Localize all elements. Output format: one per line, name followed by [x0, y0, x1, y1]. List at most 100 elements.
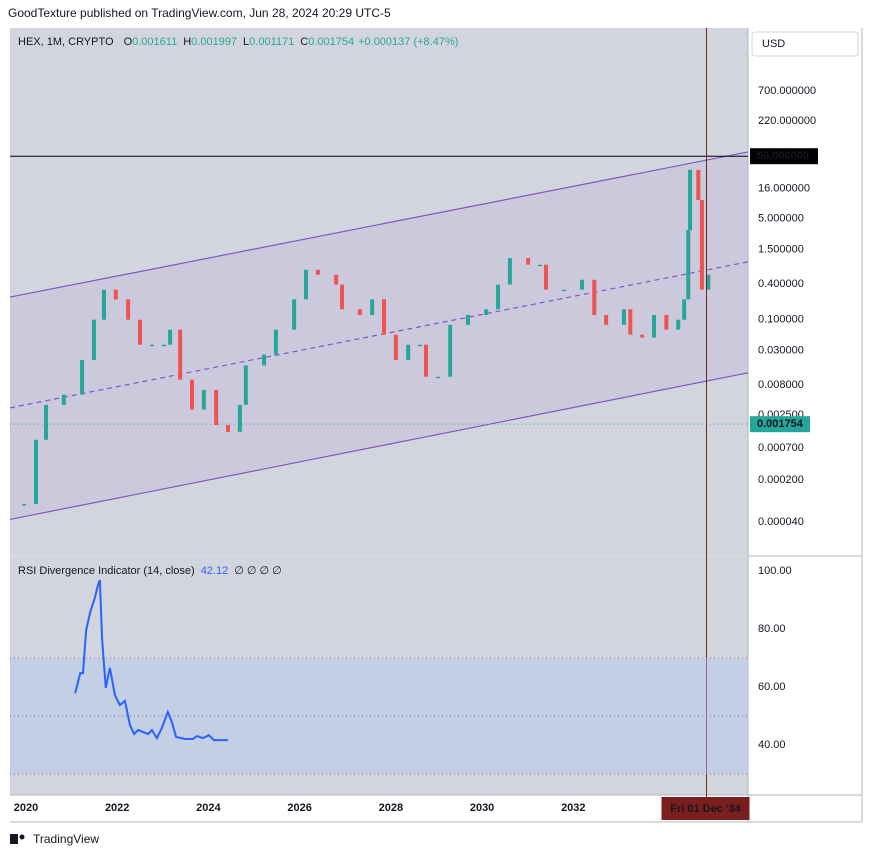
candle [126, 299, 131, 320]
candle [340, 284, 345, 310]
candle [640, 334, 645, 338]
channel-fill [10, 151, 748, 520]
ohlc-value: 0.001171 [249, 36, 294, 48]
candle [61, 394, 66, 405]
candle [44, 404, 49, 440]
crosshair-label: Fri 01 Dec '34 [670, 803, 741, 815]
last-price-label-bg [750, 416, 810, 433]
brand: TradingView [33, 832, 99, 846]
y-tick-label: 0.100000 [758, 314, 804, 326]
candle [292, 299, 297, 330]
candle [706, 274, 711, 290]
x-tick-label: 2020 [14, 802, 38, 814]
y-tick-label: 0.030000 [758, 345, 804, 357]
candle [406, 344, 411, 361]
candle [262, 354, 267, 366]
y-tick-label: 0.400000 [758, 278, 804, 290]
candle [273, 329, 278, 355]
ohlc-key: C [300, 36, 308, 48]
y-tick-label: 0.008000 [758, 379, 804, 391]
candle [382, 299, 387, 335]
candle [496, 284, 501, 310]
change: +0.000137 (+8.47%) [358, 36, 458, 48]
y-tick-label: 0.000700 [758, 442, 804, 454]
candle [562, 289, 567, 292]
y-tick-label: 220.000000 [758, 115, 816, 127]
ohlc-key: H [183, 36, 191, 48]
last-price-label: 0.001754 [757, 418, 804, 430]
x-tick-label: 2024 [196, 802, 221, 814]
candle [370, 299, 375, 316]
candle [696, 169, 701, 200]
channel-line [9, 372, 749, 521]
candle [162, 344, 167, 347]
candle [621, 309, 626, 325]
hline-label-bg [750, 148, 818, 165]
y-tick-label: 16.000000 [758, 182, 810, 194]
candle [149, 344, 154, 347]
candle [80, 360, 85, 395]
candle [526, 257, 531, 265]
publisher: GoodTexture published on TradingView.com… [8, 6, 391, 20]
candle [243, 365, 248, 405]
candle [168, 329, 173, 345]
y-tick-label: 60.00 [758, 681, 786, 693]
candle [137, 319, 142, 345]
candle [423, 344, 428, 377]
candle [189, 379, 194, 410]
candle [682, 299, 687, 320]
rsi-legend: RSI Divergence Indicator (14, close) 42.1… [18, 565, 282, 577]
candle [604, 315, 609, 325]
x-tick-label: 2026 [287, 802, 311, 814]
candle [393, 334, 398, 361]
candle [22, 503, 27, 506]
crosshair-label-bg [661, 797, 750, 820]
ohlc-value: 0.001997 [191, 36, 237, 48]
y-tick-label: 100.00 [758, 565, 792, 577]
rsi-extra: ∅ ∅ ∅ ∅ [234, 565, 282, 577]
candle [418, 344, 423, 347]
candle [686, 230, 691, 300]
ohlc-key: L [243, 36, 249, 48]
candle [113, 289, 118, 300]
candle [101, 289, 106, 320]
candle [304, 269, 309, 300]
candle [652, 315, 657, 338]
symbol: HEX, 1M, CRYPTO [18, 36, 114, 48]
rsi-value: 42.12 [201, 565, 229, 577]
candle [436, 376, 441, 379]
candle [33, 439, 38, 504]
candle [357, 309, 362, 316]
candle [507, 257, 512, 285]
candle [315, 269, 320, 275]
candle [538, 264, 543, 267]
ohlc-value: 0.001754 [308, 36, 354, 48]
candle [592, 279, 597, 316]
candle [226, 424, 231, 432]
candle [178, 329, 183, 380]
candle [543, 264, 548, 290]
currency[interactable]: USD [762, 38, 785, 50]
candle [628, 309, 633, 335]
candle [214, 389, 219, 425]
channel-line [9, 151, 749, 298]
y-tick-label: 0.000040 [758, 516, 804, 528]
candle [91, 319, 96, 361]
candle [664, 315, 669, 330]
candle [334, 274, 339, 285]
candle [448, 324, 453, 377]
x-tick-label: 2030 [470, 802, 494, 814]
legend: HEX, 1M, CRYPTO O0.001611 H0.001997 L0.0011… [18, 36, 458, 48]
price-pane [10, 28, 748, 555]
y-tick-label: 80.00 [758, 623, 786, 635]
candle [484, 309, 489, 316]
candle [699, 199, 704, 290]
candle [688, 169, 693, 231]
candle [465, 315, 470, 325]
x-tick-label: 2022 [105, 802, 129, 814]
brand-logo [10, 834, 25, 844]
currency-button[interactable] [751, 31, 859, 57]
rsi-pane [10, 557, 748, 795]
y-tick-label: 40.00 [758, 739, 786, 751]
